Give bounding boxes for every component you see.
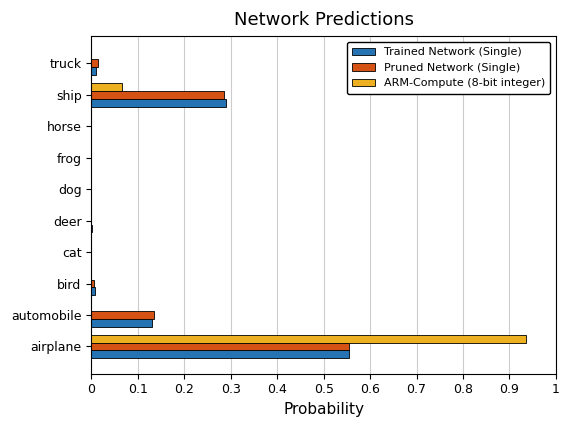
Bar bbox=[91, 83, 122, 91]
Bar bbox=[91, 67, 96, 75]
Bar bbox=[91, 351, 349, 358]
Bar bbox=[91, 59, 98, 67]
Bar bbox=[91, 319, 152, 327]
X-axis label: Probability: Probability bbox=[283, 402, 364, 417]
Bar bbox=[91, 311, 154, 319]
Bar bbox=[91, 335, 526, 342]
Bar bbox=[91, 279, 94, 288]
Bar bbox=[91, 99, 226, 107]
Title: Network Predictions: Network Predictions bbox=[234, 11, 413, 29]
Bar bbox=[91, 342, 349, 351]
Legend: Trained Network (Single), Pruned Network (Single), ARM-Compute (8-bit integer): Trained Network (Single), Pruned Network… bbox=[347, 42, 550, 94]
Bar bbox=[91, 91, 224, 99]
Bar bbox=[91, 288, 95, 295]
